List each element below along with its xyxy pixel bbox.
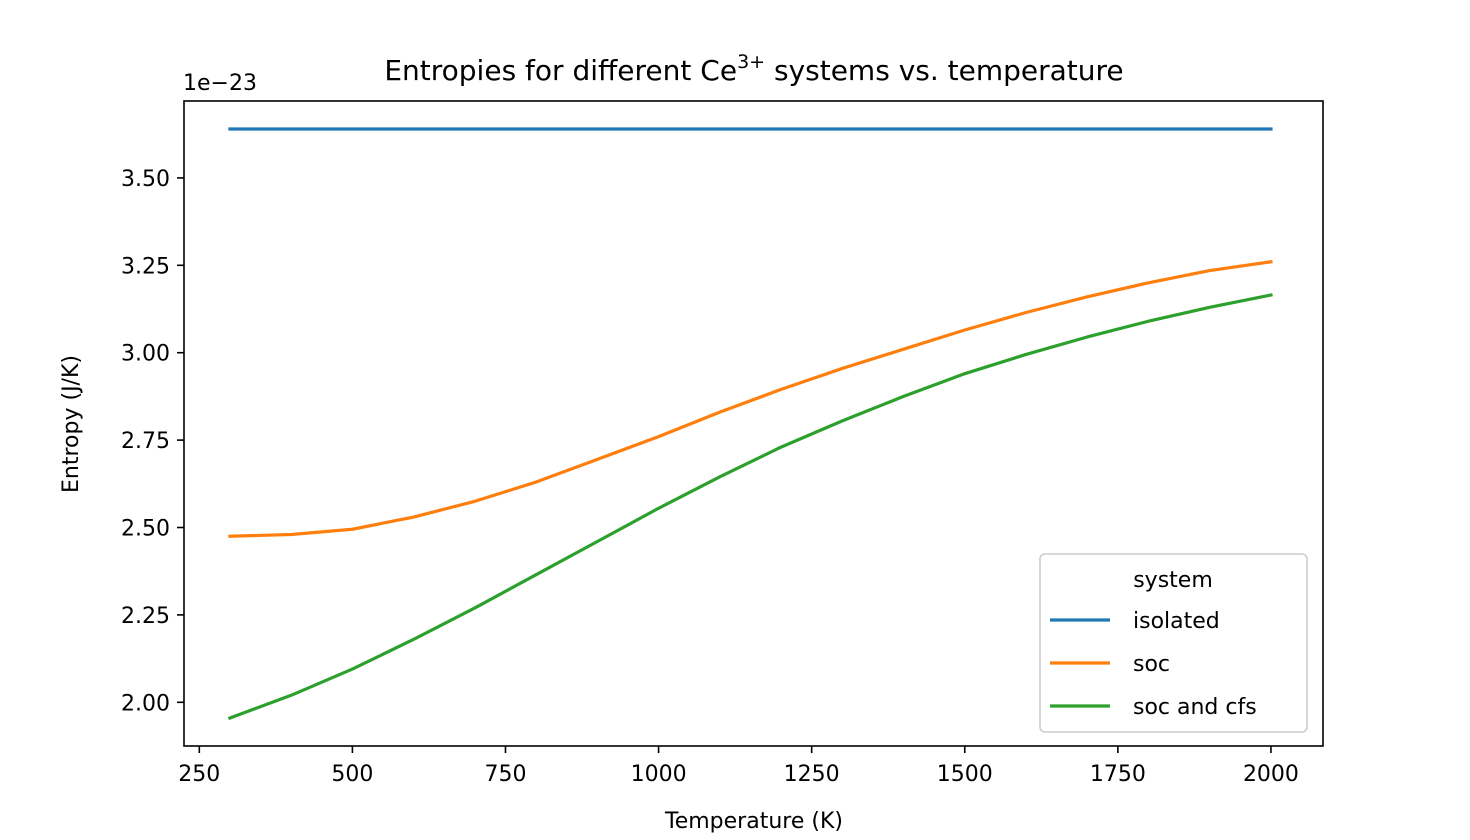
y-tick-label: 2.25 bbox=[121, 604, 170, 629]
series-line-soc bbox=[228, 259, 1273, 538]
plot-frame bbox=[183, 100, 1324, 747]
y-tick-label: 3.00 bbox=[121, 342, 170, 367]
y-axis-label: Entropy (J/K) bbox=[59, 355, 84, 493]
legend: system isolated soc soc and cfs bbox=[1039, 553, 1308, 733]
x-tick-label: 750 bbox=[484, 762, 526, 787]
chart-title: Entropies for different Ce3+ systems vs.… bbox=[384, 51, 1123, 87]
plot-lines bbox=[227, 127, 1273, 721]
x-tick-label: 2000 bbox=[1243, 762, 1299, 787]
x-tick-label: 1750 bbox=[1090, 762, 1146, 787]
x-tick-label: 500 bbox=[331, 762, 373, 787]
legend-title: system bbox=[1133, 568, 1213, 593]
y-tick-label: 3.25 bbox=[121, 254, 170, 279]
x-axis-ticks: 250 500 750 1000 1250 1500 1750 2000 bbox=[178, 746, 1299, 787]
y-offset-label: 1e−23 bbox=[183, 71, 257, 96]
chart-title-superscript: 3+ bbox=[737, 51, 765, 73]
legend-entries: isolated soc soc and cfs bbox=[1050, 609, 1257, 720]
y-tick-label: 2.50 bbox=[121, 517, 170, 542]
legend-label-soc: soc bbox=[1133, 652, 1170, 677]
series-line-soc-and-cfs bbox=[227, 293, 1273, 721]
legend-label-soc-and-cfs: soc and cfs bbox=[1133, 695, 1257, 720]
y-axis-ticks: 2.00 2.25 2.50 2.75 3.00 3.25 3.50 bbox=[121, 167, 184, 716]
legend-label-isolated: isolated bbox=[1133, 609, 1220, 634]
chart-title-main: Entropies for different Ce bbox=[384, 54, 737, 87]
y-tick-label: 2.75 bbox=[121, 429, 170, 454]
y-tick-label: 3.50 bbox=[121, 167, 170, 192]
chart-title-suffix: systems vs. temperature bbox=[765, 54, 1124, 87]
x-tick-label: 250 bbox=[178, 762, 220, 787]
legend-box bbox=[1039, 553, 1308, 733]
x-axis-label: Temperature (K) bbox=[664, 809, 843, 834]
x-tick-label: 1500 bbox=[937, 762, 993, 787]
y-tick-label: 2.00 bbox=[121, 691, 170, 716]
x-tick-label: 1000 bbox=[631, 762, 687, 787]
x-tick-label: 1250 bbox=[784, 762, 840, 787]
